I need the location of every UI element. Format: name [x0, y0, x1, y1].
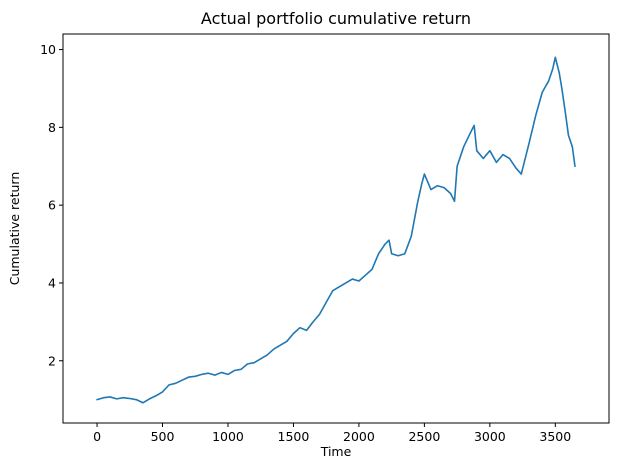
x-axis-label: Time [320, 444, 352, 459]
x-tick-label: 3500 [539, 429, 571, 444]
x-tick-label: 500 [151, 429, 175, 444]
y-tick-label: 8 [48, 120, 56, 135]
y-axis-ticks: 2 4 6 8 10 [40, 42, 63, 368]
x-tick-label: 2000 [343, 429, 375, 444]
y-tick-label: 10 [40, 42, 56, 57]
plot-area [96, 56, 576, 404]
axes-frame [62, 33, 610, 424]
x-axis-ticks: 0 500 1000 1500 2000 2500 3000 3500 [93, 423, 571, 444]
x-tick-label: 1500 [278, 429, 310, 444]
y-tick-label: 2 [48, 353, 56, 368]
x-tick-label: 0 [93, 429, 101, 444]
series-line [96, 56, 576, 404]
y-axis-label: Cumulative return [7, 172, 22, 286]
x-tick-label: 3000 [474, 429, 506, 444]
x-tick-label: 2500 [408, 429, 440, 444]
y-tick-label: 4 [48, 275, 56, 290]
chart-title: Actual portfolio cumulative return [201, 9, 471, 28]
x-tick-label: 1000 [212, 429, 244, 444]
y-tick-label: 6 [48, 198, 56, 213]
